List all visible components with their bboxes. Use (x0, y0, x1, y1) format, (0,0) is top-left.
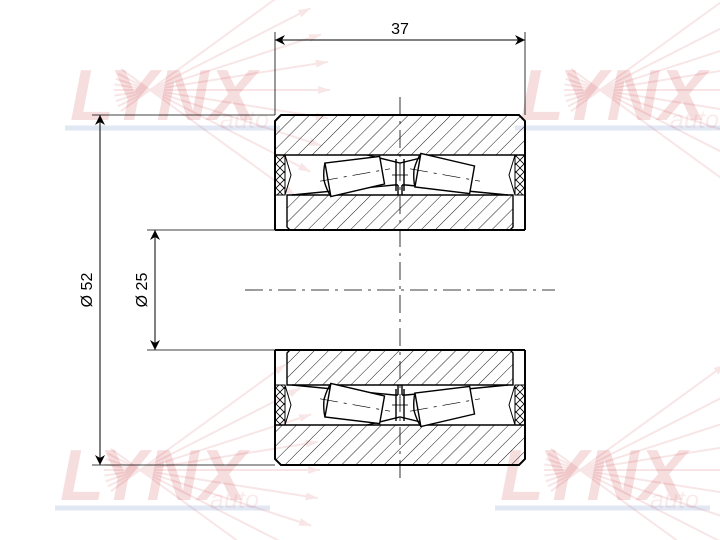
watermark-subtext: auto (650, 486, 699, 514)
bearing-cross-section-diagram: LYNXautoLYNXautoLYNXautoLYNXauto37Ø 52Ø … (0, 0, 720, 540)
dim-outer-dia: Ø 52 (79, 273, 96, 308)
dim-width: 37 (391, 21, 409, 38)
watermark-subtext: auto (210, 486, 259, 514)
watermark-subtext: auto (220, 106, 269, 134)
dim-bore-dia: Ø 25 (134, 273, 151, 308)
watermark-subtext: auto (670, 106, 719, 134)
